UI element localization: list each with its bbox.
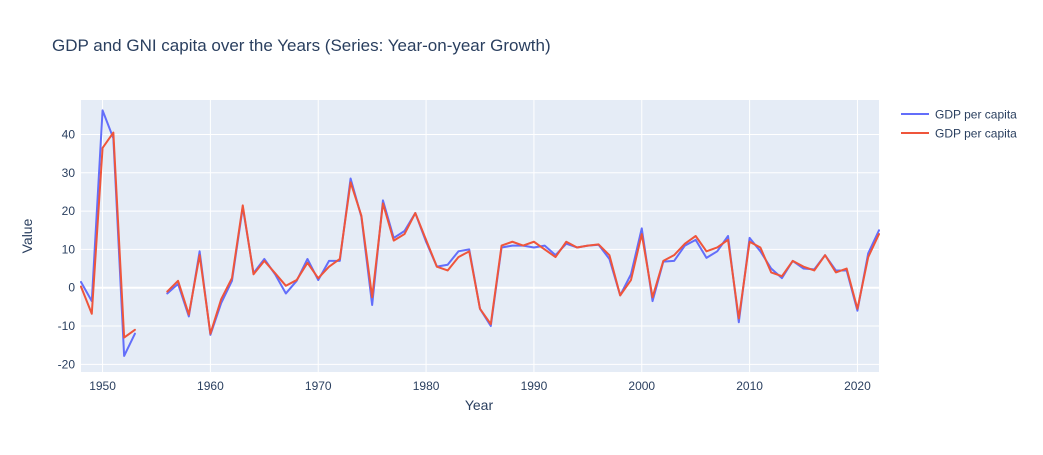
legend-item-0[interactable]: GDP per capita <box>901 108 1017 122</box>
y-tick-label-6: 40 <box>62 127 76 141</box>
x-axis-ticks: 1950 1960 1970 1980 1990 2000 2010 2020 <box>89 379 871 393</box>
legend-label-1: GDP per capita <box>935 127 1017 141</box>
x-axis-title: Year <box>465 397 494 413</box>
y-tick-label-0: -20 <box>58 357 76 371</box>
legend-item-1[interactable]: GDP per capita <box>901 127 1017 141</box>
x-tick-label-2: 1970 <box>305 379 332 393</box>
series-line-1-segment-1 <box>166 181 880 335</box>
legend[interactable]: GDP per capita GDP per capita <box>901 108 1017 141</box>
chart-title: GDP and GNI capita over the Years (Serie… <box>52 36 551 55</box>
x-tick-label-6: 2010 <box>736 379 763 393</box>
plot-area <box>81 100 879 372</box>
x-tick-label-7: 2020 <box>844 379 871 393</box>
x-tick-label-3: 1980 <box>413 379 440 393</box>
y-tick-label-2: 0 <box>68 281 75 295</box>
x-tick-label-4: 1990 <box>521 379 548 393</box>
y-tick-label-5: 30 <box>62 166 76 180</box>
legend-label-0: GDP per capita <box>935 108 1017 122</box>
y-axis-title: Value <box>19 218 35 253</box>
series-lines <box>80 109 880 357</box>
grid-lines <box>81 100 879 372</box>
y-tick-label-1: -10 <box>58 319 76 333</box>
series-line-0-segment-0 <box>80 109 136 357</box>
y-tick-label-3: 10 <box>62 242 76 256</box>
x-tick-label-1: 1960 <box>197 379 224 393</box>
x-tick-label-5: 2000 <box>628 379 655 393</box>
y-tick-label-4: 20 <box>62 204 76 218</box>
series-line-1-segment-0 <box>80 131 136 339</box>
x-tick-label-0: 1950 <box>89 379 116 393</box>
y-axis-ticks: -20 -10 0 10 20 30 40 <box>58 127 76 371</box>
